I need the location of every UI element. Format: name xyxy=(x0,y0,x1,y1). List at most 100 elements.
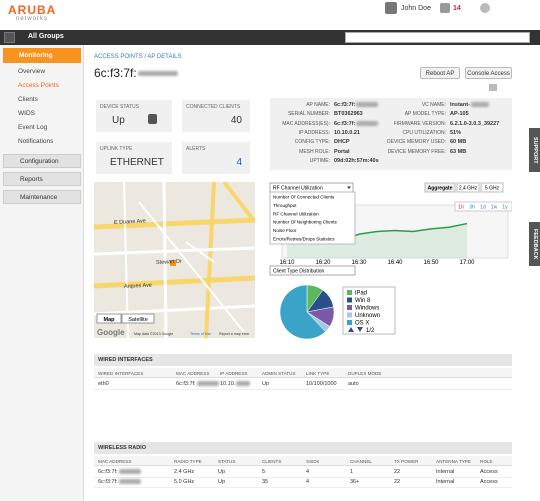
table-cell: 5.0 GHz xyxy=(174,479,195,485)
button[interactable]: Console Access xyxy=(465,67,512,79)
column-header: IP ADDRESS xyxy=(220,371,248,376)
table-cell: 22 xyxy=(394,469,401,475)
table-cell: eth0 xyxy=(98,381,109,387)
info-label: MESH ROLE: xyxy=(299,148,330,155)
help-icon[interactable] xyxy=(480,3,490,13)
nav-item[interactable]: Access Points xyxy=(18,82,59,89)
x-tick-label: 16:40 xyxy=(387,260,403,266)
nav-section[interactable]: Reports xyxy=(3,172,81,186)
info-value: 6c:f3:7f: xyxy=(334,102,379,108)
group-name[interactable]: All Groups xyxy=(28,33,64,40)
redacted xyxy=(196,381,219,387)
column-header: DUPLEX MODE xyxy=(348,371,382,376)
tile xyxy=(96,100,172,132)
side-tab-label[interactable]: SUPPORT xyxy=(532,136,538,164)
tile-value: 40 xyxy=(230,115,242,126)
breadcrumb[interactable]: ACCESS POINTS / AP DETAILS xyxy=(94,54,182,60)
logo: ARUBA xyxy=(8,3,57,17)
legend-label: Win 8 xyxy=(355,298,371,304)
info-label: UPTIME: xyxy=(309,157,330,164)
table-cell: 4 xyxy=(306,469,310,475)
table-cell: 10/100/1000 xyxy=(306,381,337,387)
street-label: Arques Ave xyxy=(124,283,152,290)
table-cell: 1 xyxy=(350,469,354,475)
info-value: AP-105 xyxy=(450,111,469,118)
table-cell: 4 xyxy=(306,479,310,485)
info-label: CPU UTILIZATION: xyxy=(402,129,446,136)
street xyxy=(138,201,245,333)
x-tick-label: 16:50 xyxy=(423,260,439,266)
column-header: WIRED INTERFACES xyxy=(98,371,144,376)
tag-icon[interactable] xyxy=(489,84,497,91)
table-cell: Access xyxy=(480,469,498,475)
button[interactable]: Reboot AP xyxy=(420,67,460,79)
metric-option: Number Of Neighboring Clients xyxy=(273,220,338,225)
metric-select-label: RF Channel Utilization xyxy=(273,186,323,192)
tile-label: CONNECTED CLIENTS xyxy=(186,104,241,110)
table-title: WIRELESS RADIO xyxy=(94,442,512,454)
nav-section[interactable]: Configuration xyxy=(3,154,81,168)
nav-section[interactable]: Maintenance xyxy=(3,190,81,204)
map-button-label: Satellite xyxy=(128,317,148,323)
map-footer: Report a map error xyxy=(219,332,250,336)
range-label: 1h xyxy=(458,205,464,211)
metric-option: Noise Floor xyxy=(273,228,297,233)
table-cell: Up xyxy=(218,479,226,485)
street xyxy=(94,246,255,256)
nav-item[interactable]: Clients xyxy=(18,96,38,103)
redacted xyxy=(470,102,489,108)
band-button xyxy=(456,182,480,193)
column-header: CHANNEL xyxy=(350,459,372,464)
range-label: 3h xyxy=(469,205,475,211)
tile xyxy=(182,100,250,132)
info-label: SERIAL NUMBER: xyxy=(287,111,330,118)
nav-item[interactable]: WIDS xyxy=(18,110,35,117)
nav-item[interactable]: Overview xyxy=(18,68,46,75)
x-tick-label: 16:30 xyxy=(351,260,367,266)
pie-select xyxy=(269,265,356,276)
table-cell: 2.4 GHz xyxy=(174,469,195,475)
legend-arrows xyxy=(348,327,363,332)
column-header: RADIO TYPE xyxy=(174,459,202,464)
street-label: E Duane Ave xyxy=(114,218,146,226)
side-tab xyxy=(529,128,540,172)
info-value: BT0362963 xyxy=(334,111,363,118)
range-label: 1y xyxy=(502,205,508,211)
legend-label: Windows xyxy=(355,306,379,312)
info-label: DEVICE MEMORY FREE: xyxy=(387,148,446,155)
row-line xyxy=(94,487,512,488)
range-label: 1w xyxy=(491,205,498,211)
table-cell: Up xyxy=(262,381,270,387)
charts: 16:10 16:20 16:30 16:40 16:50 17:00 Aggregate 2… xyxy=(269,182,512,340)
map-button xyxy=(121,313,155,324)
map-logo: Google xyxy=(97,328,125,337)
nav-item[interactable]: Notifications xyxy=(18,138,54,145)
column-header: CLIENTS xyxy=(262,459,282,464)
nav-item[interactable]: Event Log xyxy=(18,124,48,131)
user-name[interactable]: John Doe xyxy=(401,5,431,12)
side-tab-label[interactable]: FEEDBACK xyxy=(532,228,538,260)
table-cell: auto xyxy=(348,381,359,387)
table-cell: Up xyxy=(218,469,226,475)
select-arrow xyxy=(347,186,351,189)
tile-value: ETHERNET xyxy=(110,157,164,168)
street xyxy=(123,182,129,338)
info-value: 09d:02h:57m:40s xyxy=(334,157,379,164)
search-box[interactable] xyxy=(345,32,530,43)
row-line xyxy=(94,477,512,478)
sidebar xyxy=(0,45,84,501)
band-label: Aggregate xyxy=(428,186,453,192)
nav-section[interactable]: Monitoring xyxy=(3,48,81,63)
table-cell: 6c:f3:7f: xyxy=(176,381,219,387)
range-group xyxy=(454,201,512,212)
info-value: DHCP xyxy=(334,139,350,146)
menu-icon[interactable] xyxy=(4,32,15,43)
page-title: 6c:f3:7f: xyxy=(94,66,178,80)
table-cell: 6c:f3:7f: xyxy=(98,479,141,485)
metric-option: RF Channel Utilization xyxy=(273,211,319,216)
user-icon xyxy=(385,2,397,14)
x-tick-label: 16:20 xyxy=(315,260,331,266)
map[interactable]: E Duane Ave Stewart Dr Arques Ave Map Satell… xyxy=(94,182,255,338)
table-cell: Access xyxy=(480,479,498,485)
alert-icon xyxy=(440,3,450,13)
